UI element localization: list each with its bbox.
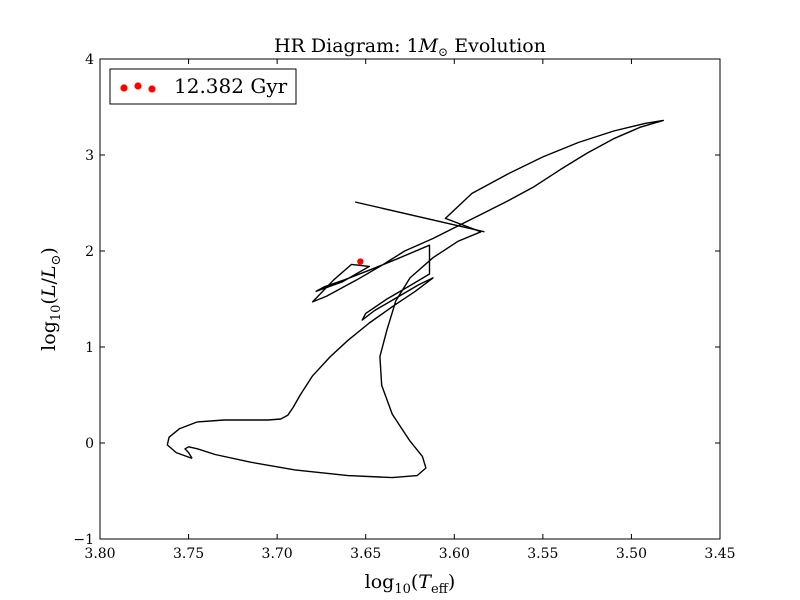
x-tick-label: 3.60	[439, 546, 470, 562]
ylabel-close: )	[38, 247, 60, 254]
x-tick-label: 3.45	[704, 546, 735, 562]
ylabel-var: L	[38, 285, 60, 299]
title-suffix: Evolution	[448, 35, 546, 57]
y-tick-label: 3	[85, 148, 94, 164]
series-line-track	[166, 119, 664, 479]
legend-marker-dot	[120, 84, 128, 92]
ylabel-fn: log	[38, 321, 60, 351]
y-tick-label: 0	[85, 436, 94, 452]
y-tick-label: −1	[73, 532, 94, 548]
xlabel-open: (	[411, 571, 418, 593]
y-tick-label: 1	[85, 340, 94, 356]
series-line-segment	[354, 201, 485, 233]
y-axis-label: log10(L/L⊙)	[38, 247, 64, 351]
ylabel-open: (	[38, 297, 60, 304]
title-prefix: HR Diagram: 1	[274, 35, 419, 57]
title-symbol: M	[418, 35, 439, 57]
x-tick-label: 3.55	[527, 546, 558, 562]
ylabel-fn-sub: 10	[49, 305, 64, 322]
plot-frame	[99, 58, 721, 540]
y-tick-label: 4	[85, 52, 94, 68]
legend-marker-dot	[148, 85, 156, 93]
x-tick-label: 3.75	[173, 546, 204, 562]
xlabel-var-sub: eff	[431, 582, 450, 597]
ylabel-var2: L	[38, 266, 60, 280]
x-tick-label: 3.50	[616, 546, 647, 562]
chart-title: HR Diagram: 1M⊙ Evolution	[274, 35, 546, 59]
xlabel-var: T	[418, 571, 432, 593]
xlabel-fn: log	[365, 571, 395, 593]
xlabel-close: )	[448, 571, 455, 593]
x-axis-label: log10(Teff)	[365, 571, 456, 597]
ylabel-var2-sub: ⊙	[49, 255, 64, 266]
x-tick-label: 3.70	[262, 546, 293, 562]
legend: 12.382 Gyr	[109, 68, 297, 105]
plot-layer	[166, 119, 664, 479]
ticks-layer: 3.80 3.75 3.70 3.65 3.60 3.55 3.50 3.45 −1 0 1 2 3 4	[73, 52, 735, 562]
ylabel-slash: /	[38, 278, 60, 285]
x-tick-label: 3.65	[350, 546, 381, 562]
y-tick-label: 2	[85, 244, 94, 260]
title-subscript: ⊙	[438, 45, 448, 59]
x-tick-label: 3.80	[84, 546, 115, 562]
legend-label: 12.382 Gyr	[174, 74, 288, 98]
xlabel-fn-sub: 10	[394, 582, 411, 597]
current-position-marker	[357, 258, 364, 265]
legend-marker-dot	[134, 82, 142, 90]
